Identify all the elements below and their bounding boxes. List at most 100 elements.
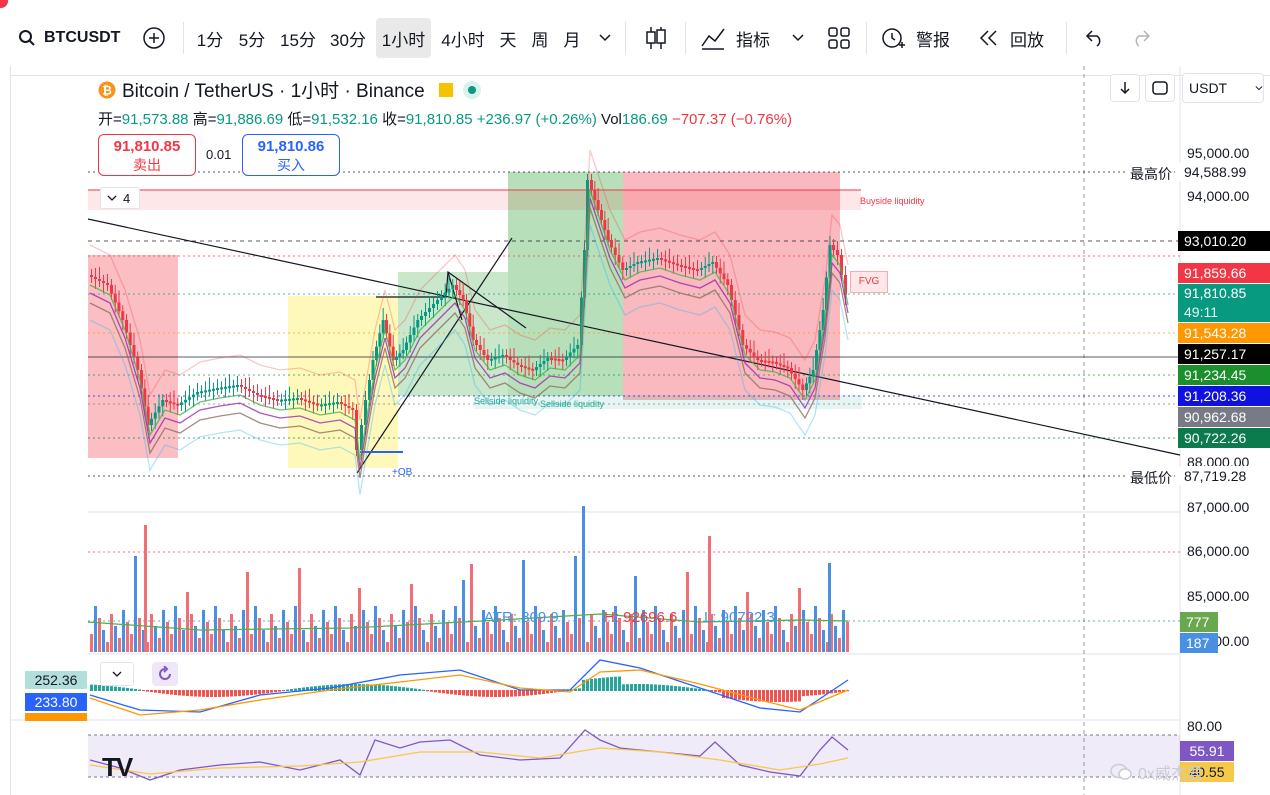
candle-body xyxy=(143,388,147,407)
tf-30m[interactable]: 30分 xyxy=(330,30,366,50)
macd-histogram-bar xyxy=(170,690,173,695)
currency-select[interactable]: USDT xyxy=(1182,73,1264,103)
tf-5m[interactable]: 5分 xyxy=(238,30,266,50)
volume-bar xyxy=(158,638,161,652)
candle-body xyxy=(364,400,367,425)
replay-button[interactable]: 回放 xyxy=(978,18,1054,58)
macd-histogram-bar xyxy=(146,690,149,692)
macd-histogram-bar xyxy=(482,690,485,697)
volume-bar xyxy=(582,506,585,652)
volume-bar xyxy=(222,630,225,652)
indicators-dropdown[interactable] xyxy=(788,18,808,58)
tf-4h[interactable]: 4小时 xyxy=(441,30,485,50)
candle-body xyxy=(538,364,542,367)
tf-15m[interactable]: 15分 xyxy=(280,30,316,50)
volume-bar xyxy=(770,634,773,652)
macd-histogram-bar xyxy=(582,679,585,691)
undo-button[interactable] xyxy=(1080,18,1110,58)
volume-bar xyxy=(194,626,197,652)
volume-bar xyxy=(526,622,529,652)
volume-bar xyxy=(150,614,153,652)
candles-icon xyxy=(646,27,666,49)
volume-bar xyxy=(144,525,147,652)
add-symbol-button[interactable] xyxy=(140,18,168,58)
tf-1m[interactable]: 1分 xyxy=(196,30,224,50)
macd-histogram-bar xyxy=(622,684,625,691)
candle-body xyxy=(512,360,516,363)
macd-histogram-bar xyxy=(358,684,361,691)
volume-bar xyxy=(314,626,317,652)
layout-button[interactable] xyxy=(822,18,856,58)
trendline xyxy=(356,237,513,474)
macd-histogram-bar xyxy=(510,690,513,697)
macd-histogram-bar xyxy=(426,690,429,692)
volume-bar xyxy=(610,634,613,652)
market-status-icon xyxy=(462,80,481,99)
macd-histogram-bar xyxy=(414,688,417,691)
candle-body xyxy=(280,399,283,402)
indicators-icon xyxy=(701,28,725,50)
macd-histogram-bar xyxy=(838,690,841,693)
macd-histogram-bar xyxy=(222,690,225,697)
volume-bar xyxy=(354,626,357,652)
macd-histogram-bar xyxy=(186,690,189,697)
macd-histogram-bar xyxy=(670,685,673,691)
tf-1w[interactable]: 周 xyxy=(531,30,549,50)
volume-bar xyxy=(234,626,237,652)
macd-histogram-bar xyxy=(794,690,797,702)
macd-histogram-bar xyxy=(586,679,589,691)
tf-1mo[interactable]: 月 xyxy=(563,30,581,50)
candle-body xyxy=(328,403,331,406)
bar-countdown: 49:11 xyxy=(1184,304,1218,320)
candle-body xyxy=(542,361,546,364)
collapse-indicators-button[interactable]: 4 xyxy=(100,187,140,209)
candle-body xyxy=(840,255,843,275)
alert-button[interactable]: 警报 xyxy=(880,18,960,58)
candle-body xyxy=(117,302,121,312)
volume-bar xyxy=(574,556,577,652)
scale-arrow-button[interactable] xyxy=(1110,74,1140,102)
macd-histogram-bar xyxy=(370,684,373,691)
candle-body xyxy=(741,330,745,345)
volume-bar xyxy=(834,626,837,652)
volume-ma-line xyxy=(87,613,849,631)
candle-body xyxy=(821,310,825,330)
volume-bar xyxy=(698,618,701,652)
tf-1d[interactable]: 天 xyxy=(499,30,517,50)
volume-bar xyxy=(110,614,113,652)
macd-histogram-bar xyxy=(682,686,685,691)
sell-button[interactable]: 91,810.85 卖出 xyxy=(98,134,196,176)
candle-body xyxy=(610,240,613,248)
symbol-search[interactable]: BTCUSDT xyxy=(18,18,128,58)
candle-body xyxy=(451,285,455,289)
macd-histogram-bar xyxy=(134,689,137,691)
timeframe-dropdown[interactable] xyxy=(594,18,616,58)
volume-bar xyxy=(174,606,177,652)
candle-body xyxy=(520,365,523,367)
candle-body xyxy=(256,393,259,395)
price-label-line: 93,010.20 xyxy=(1178,231,1270,251)
volume-bar xyxy=(426,642,429,652)
redo-button[interactable] xyxy=(1126,18,1156,58)
macd-histogram-bar xyxy=(562,690,565,692)
macd-histogram-bar xyxy=(666,685,669,691)
volume-bar xyxy=(430,614,433,652)
volume-bar xyxy=(562,610,565,652)
macd-histogram-bar xyxy=(602,677,605,691)
macd-refresh-button[interactable] xyxy=(152,662,178,686)
candle-body xyxy=(343,404,347,406)
macd-collapse-button[interactable] xyxy=(100,662,134,686)
indicators-button[interactable]: 指标 xyxy=(700,18,780,58)
buy-button[interactable]: 91,810.86 买入 xyxy=(242,134,340,176)
macd-histogram-bar xyxy=(458,690,461,696)
macd-histogram-bar xyxy=(486,690,489,697)
candle-body xyxy=(176,403,180,406)
candle-type-button[interactable] xyxy=(638,18,674,58)
flag-icon[interactable] xyxy=(438,82,453,97)
fullscreen-button[interactable] xyxy=(1145,74,1175,102)
volume-bar xyxy=(606,622,609,652)
volume-bar xyxy=(634,576,637,652)
candle-body xyxy=(696,269,699,271)
tf-1h[interactable]: 1小时 xyxy=(376,18,431,58)
volume-bar xyxy=(494,606,497,652)
